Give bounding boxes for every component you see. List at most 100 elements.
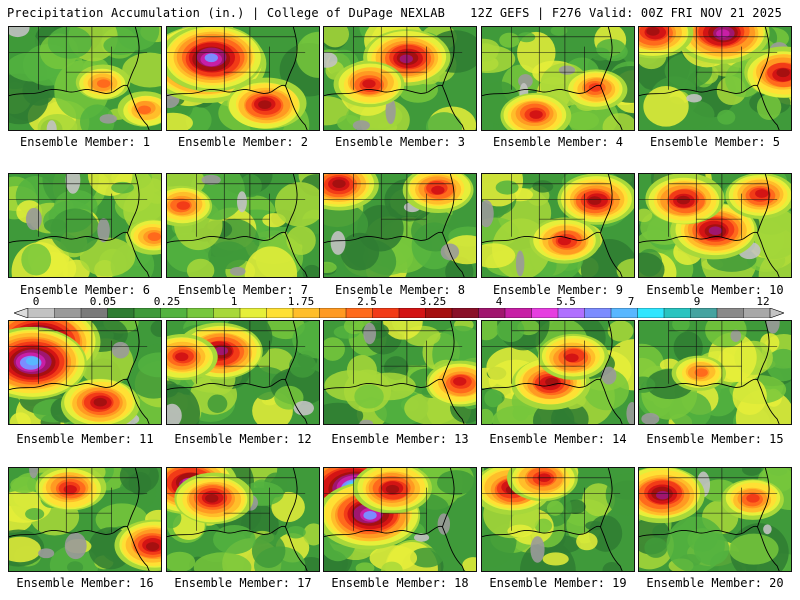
precip-contour [588, 196, 602, 205]
precip-contour [205, 493, 219, 503]
coastline [9, 378, 150, 424]
precip-contour [286, 225, 316, 256]
ensemble-member-map [323, 26, 477, 131]
precip-contour [385, 484, 400, 494]
coastline [324, 231, 465, 277]
precip-map-plot [482, 321, 634, 424]
precip-contour [646, 27, 660, 36]
coastline [285, 27, 298, 86]
precip-map-plot [639, 468, 791, 571]
colorbar-segment [690, 308, 718, 318]
precip-contour [214, 346, 229, 356]
coastline [482, 378, 623, 424]
ensemble-member-label: Ensemble Member: 1 [19, 135, 151, 149]
precip-contour [150, 321, 161, 338]
precip-contour [363, 511, 377, 520]
ensemble-member-label: Ensemble Member: 3 [334, 135, 466, 149]
precip-contour [122, 52, 161, 88]
precip-map-plot [482, 468, 634, 571]
precip-contour [369, 545, 418, 571]
precip-contour [50, 208, 100, 254]
coastline [639, 231, 780, 277]
precip-map-plot [482, 27, 634, 130]
precip-contour [616, 258, 634, 277]
colorbar-segment [27, 308, 55, 318]
precip-contour [9, 412, 31, 424]
precip-map-plot [324, 468, 476, 571]
colorbar-tick-label: 2.5 [357, 295, 377, 308]
ensemble-member-map [638, 173, 792, 278]
precip-contour [716, 29, 730, 38]
ensemble-member-label: Ensemble Member: 6 [19, 283, 151, 297]
precip-contour [437, 470, 476, 496]
precip-contour [128, 471, 152, 496]
precip-contour [583, 368, 630, 411]
coastline [639, 378, 780, 424]
precip-contour [399, 54, 413, 64]
coastline [324, 84, 465, 130]
precip-contour [431, 185, 445, 195]
precip-contour [208, 241, 248, 270]
coastline [757, 27, 770, 86]
ensemble-member-map [166, 467, 320, 572]
ensemble-member-map [8, 467, 162, 572]
precip-contour [756, 94, 782, 121]
coastline [600, 27, 613, 86]
precip-contour [605, 473, 634, 516]
precip-contour [673, 331, 703, 364]
ensemble-member-map [8, 173, 162, 278]
precip-contour [44, 218, 67, 233]
precip-contour [274, 182, 319, 227]
map-title: Precipitation Accumulation (in.) | Colle… [7, 6, 446, 20]
precip-contour [381, 561, 403, 571]
colorbar-left-arrow [14, 308, 29, 318]
precip-contour [462, 557, 476, 571]
precip-contour [530, 536, 545, 563]
precip-contour [496, 321, 525, 343]
precip-contour [362, 79, 376, 89]
precip-map-plot [167, 27, 319, 130]
coastline [600, 321, 613, 380]
ensemble-member-label: Ensemble Member: 5 [649, 135, 781, 149]
precip-contour [542, 552, 569, 566]
ensemble-member-label: Ensemble Member: 2 [177, 135, 309, 149]
colorbar-tick-label: 5.5 [556, 295, 576, 308]
precip-contour [103, 35, 138, 56]
colorbar-segment [160, 308, 188, 318]
colorbar-segment [345, 308, 373, 318]
precip-contour [639, 252, 665, 277]
coastline [442, 321, 455, 380]
precip-contour [413, 533, 430, 542]
precip-contour [204, 53, 218, 63]
precip-contour [425, 112, 463, 130]
coastline [442, 174, 455, 233]
precip-contour [517, 32, 536, 43]
ensemble-member-map [8, 26, 162, 131]
precip-map-plot [482, 174, 634, 277]
colorbar-segment [531, 308, 559, 318]
precip-contour [694, 368, 708, 377]
precip-contour [25, 508, 45, 521]
precip-contour [302, 264, 319, 277]
precipitation-colorbar [14, 308, 784, 318]
precip-map-plot [9, 174, 161, 277]
precip-map-plot [167, 321, 319, 424]
precip-contour [239, 174, 262, 198]
precip-contour [111, 181, 134, 194]
colorbar-segment [213, 308, 241, 318]
precip-contour [79, 237, 136, 277]
colorbar-segment [107, 308, 135, 318]
precip-contour [639, 208, 653, 223]
precip-contour [776, 68, 790, 78]
colorbar-segment [478, 308, 506, 318]
colorbar-segment [319, 308, 347, 318]
ensemble-member-label: Ensemble Member: 18 [331, 576, 469, 590]
precip-contour [602, 113, 634, 130]
precip-contour [385, 97, 396, 125]
colorbar-right-arrow [769, 308, 784, 318]
ensemble-member-label: Ensemble Member: 19 [489, 576, 627, 590]
precip-contour [251, 533, 286, 568]
colorbar-segment [372, 308, 400, 318]
colorbar-segment [54, 308, 82, 318]
precip-contour [741, 468, 762, 476]
